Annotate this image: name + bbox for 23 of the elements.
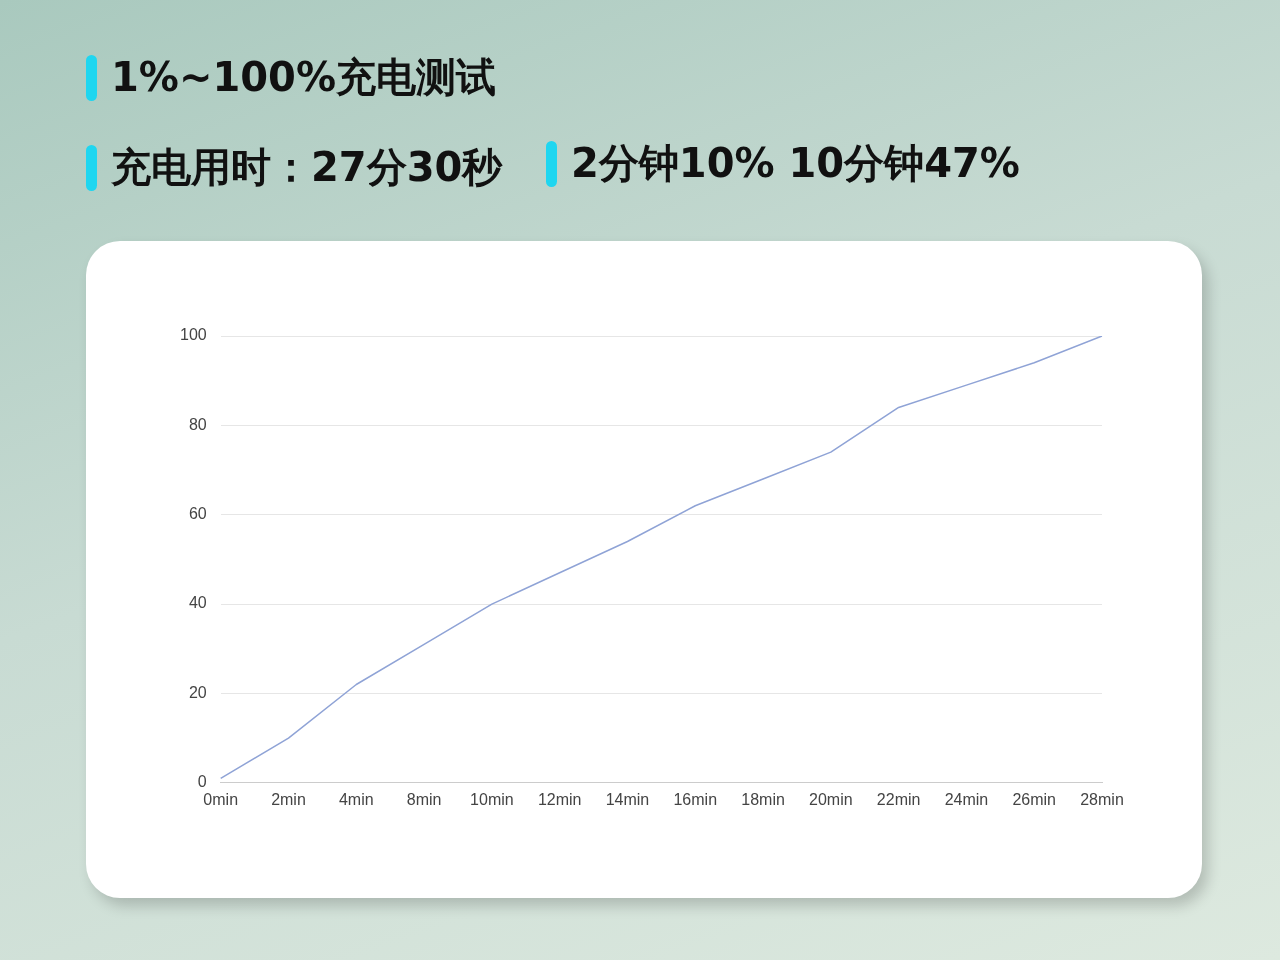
x-tick-label: 20min [809, 790, 853, 808]
y-tick-label: 60 [188, 505, 207, 523]
y-tick-label: 0 [197, 773, 207, 791]
x-tick-label: 8min [406, 790, 442, 808]
x-tick-label: 22min [876, 790, 921, 808]
y-tick-label: 100 [179, 326, 207, 344]
x-tick-label: 10min [470, 790, 514, 808]
x-tick-label: 14min [605, 790, 650, 808]
x-tick-label: 4min [338, 790, 374, 808]
x-tick-label: 0min [203, 790, 239, 808]
x-tick-label: 2min [271, 790, 306, 808]
chart-subtitle: 充电用时：27分30秒 [111, 143, 503, 192]
x-tick-label: 24min [944, 790, 989, 808]
x-tick-label: 28min [1080, 790, 1124, 808]
chart-title: 1%~100%充电测试 [111, 53, 496, 102]
text: 2分钟10% 10分钟47% [571, 139, 1020, 188]
x-tick-label: 12min [537, 790, 582, 808]
x-tick-label: 16min [673, 790, 718, 808]
x-tick-label: 18min [741, 790, 785, 808]
y-tick-label: 40 [188, 594, 207, 612]
x-tick-label: 26min [1012, 790, 1056, 808]
y-tick-label: 20 [188, 683, 207, 701]
y-tick-label: 80 [188, 415, 207, 433]
